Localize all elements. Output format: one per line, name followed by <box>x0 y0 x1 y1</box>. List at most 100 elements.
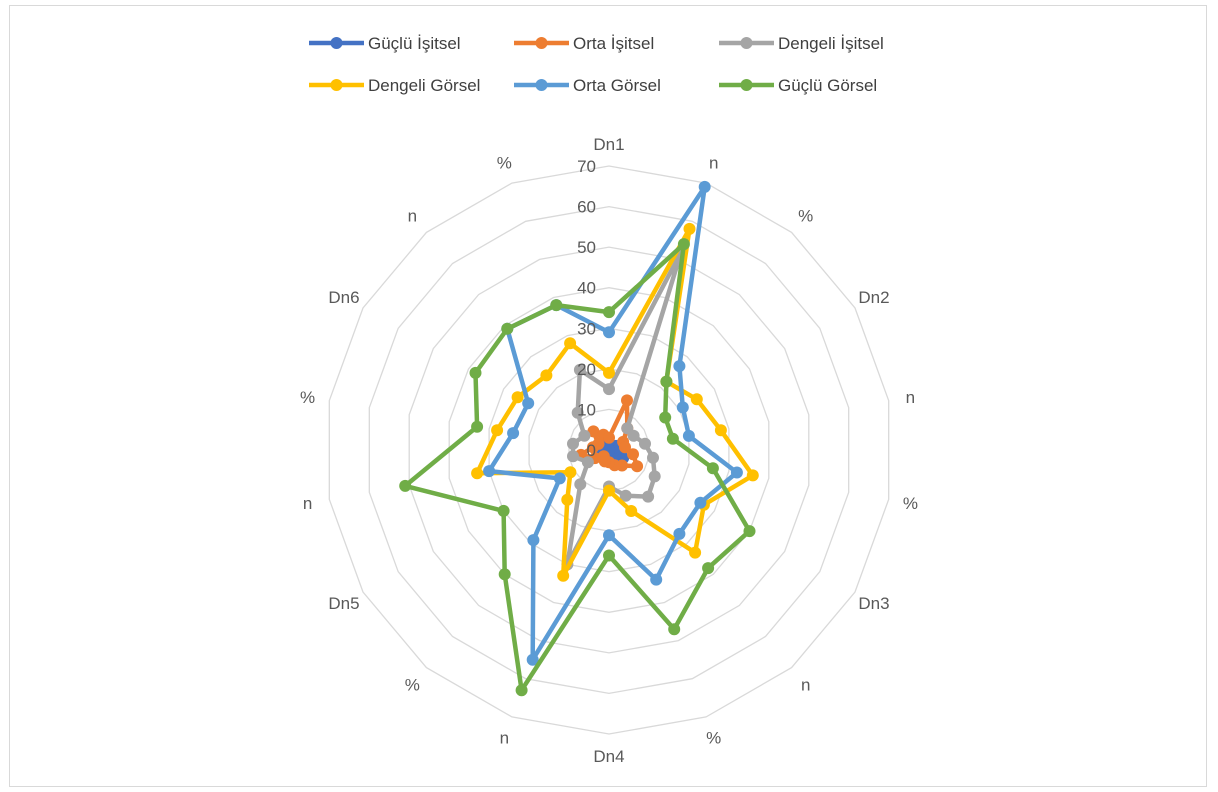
legend-item: Güçlü Görsel <box>719 76 877 95</box>
legend-label: Güçlü İşitsel <box>368 34 461 53</box>
data-point <box>682 429 695 442</box>
category-label: % <box>497 154 512 173</box>
data-point <box>515 684 528 697</box>
data-point <box>574 478 587 491</box>
legend-item: Dengeli Görsel <box>309 76 480 95</box>
tick-label: 10 <box>577 400 596 419</box>
legend-item: Güçlü İşitsel <box>309 34 461 53</box>
data-point <box>714 424 727 437</box>
legend-label: Güçlü Görsel <box>778 76 877 95</box>
data-point <box>501 322 514 335</box>
data-point <box>578 429 591 442</box>
tick-label: 20 <box>577 360 596 379</box>
data-point <box>647 451 659 464</box>
legend-swatch-marker <box>535 37 548 49</box>
tick-label: 0 <box>587 441 596 460</box>
data-point <box>689 546 702 559</box>
data-point <box>526 653 539 666</box>
data-point <box>571 406 584 419</box>
data-point <box>603 431 615 444</box>
data-point <box>673 527 686 540</box>
data-point <box>573 363 586 376</box>
data-point <box>399 479 412 492</box>
data-point <box>603 366 615 379</box>
data-point <box>527 534 540 547</box>
data-point <box>603 529 615 542</box>
data-point <box>743 525 756 538</box>
legend-label: Dengeli İşitsel <box>778 34 884 53</box>
data-point <box>660 375 673 388</box>
data-point <box>511 391 524 404</box>
series-line <box>402 241 752 693</box>
data-point <box>639 437 651 450</box>
data-point <box>627 429 640 442</box>
tick-label: 60 <box>577 198 596 217</box>
category-label: Dn4 <box>593 747 624 766</box>
legend: Güçlü İşitsel Orta İşitsel Dengeli İşitsel… <box>309 34 884 95</box>
data-point <box>627 448 639 461</box>
radial-axis-ticks: 0 10 20 30 40 50 60 70 <box>577 157 596 460</box>
data-point <box>659 411 672 424</box>
category-label: % <box>405 675 420 694</box>
category-label: n <box>906 388 915 407</box>
data-point <box>650 573 663 586</box>
data-point <box>469 366 482 379</box>
category-label: Dn3 <box>858 594 889 613</box>
data-point <box>564 466 577 479</box>
data-point <box>706 462 719 475</box>
category-label: n <box>500 729 509 748</box>
data-point <box>603 383 615 396</box>
legend-swatch-marker <box>330 79 343 91</box>
tick-label: 30 <box>577 319 596 338</box>
data-point <box>603 549 615 562</box>
data-point <box>567 437 579 450</box>
data-point <box>702 562 715 575</box>
legend-label: Dengeli Görsel <box>368 76 480 95</box>
legend-label: Orta İşitsel <box>573 34 654 53</box>
category-label: n <box>709 154 718 173</box>
data-point <box>603 326 615 339</box>
data-point <box>550 299 563 312</box>
legend-item: Orta İşitsel <box>514 34 654 53</box>
category-label: n <box>408 207 417 226</box>
legend-item: Orta Görsel <box>514 76 661 95</box>
category-label: Dn1 <box>593 135 624 154</box>
legend-swatch-marker <box>330 37 343 49</box>
data-point <box>666 432 679 445</box>
data-point <box>603 306 615 319</box>
data-point <box>592 437 605 450</box>
data-point <box>522 397 535 410</box>
category-label: n <box>801 675 810 694</box>
data-point <box>676 401 689 414</box>
data-point <box>730 466 743 479</box>
tick-label: 70 <box>577 157 596 176</box>
legend-label: Orta Görsel <box>573 76 661 95</box>
tick-label: 40 <box>577 279 596 298</box>
data-point <box>581 456 594 469</box>
grid-ring <box>408 246 810 654</box>
series-5 <box>483 180 743 666</box>
data-point <box>498 568 511 581</box>
series-6 <box>399 238 756 697</box>
tick-label: 50 <box>577 238 596 257</box>
legend-swatch-marker <box>535 79 548 91</box>
data-point <box>483 465 496 478</box>
category-label: Dn5 <box>328 594 359 613</box>
data-point <box>694 496 707 509</box>
data-point <box>564 337 577 350</box>
data-point <box>507 427 520 440</box>
data-point <box>690 393 703 406</box>
category-labels: Dn1 n% Dn2 n% Dn3 n% Dn4 n% Dn5 n% Dn6 n% <box>300 135 918 766</box>
legend-swatch-marker <box>740 37 753 49</box>
category-label: n <box>303 494 312 513</box>
data-point <box>597 450 610 463</box>
category-label: Dn6 <box>328 288 359 307</box>
data-point <box>619 441 631 454</box>
grid-ring <box>368 205 850 695</box>
data-point <box>619 489 632 502</box>
category-label: % <box>300 388 315 407</box>
data-point <box>683 222 696 235</box>
data-point <box>673 360 686 373</box>
category-label: % <box>798 207 813 226</box>
